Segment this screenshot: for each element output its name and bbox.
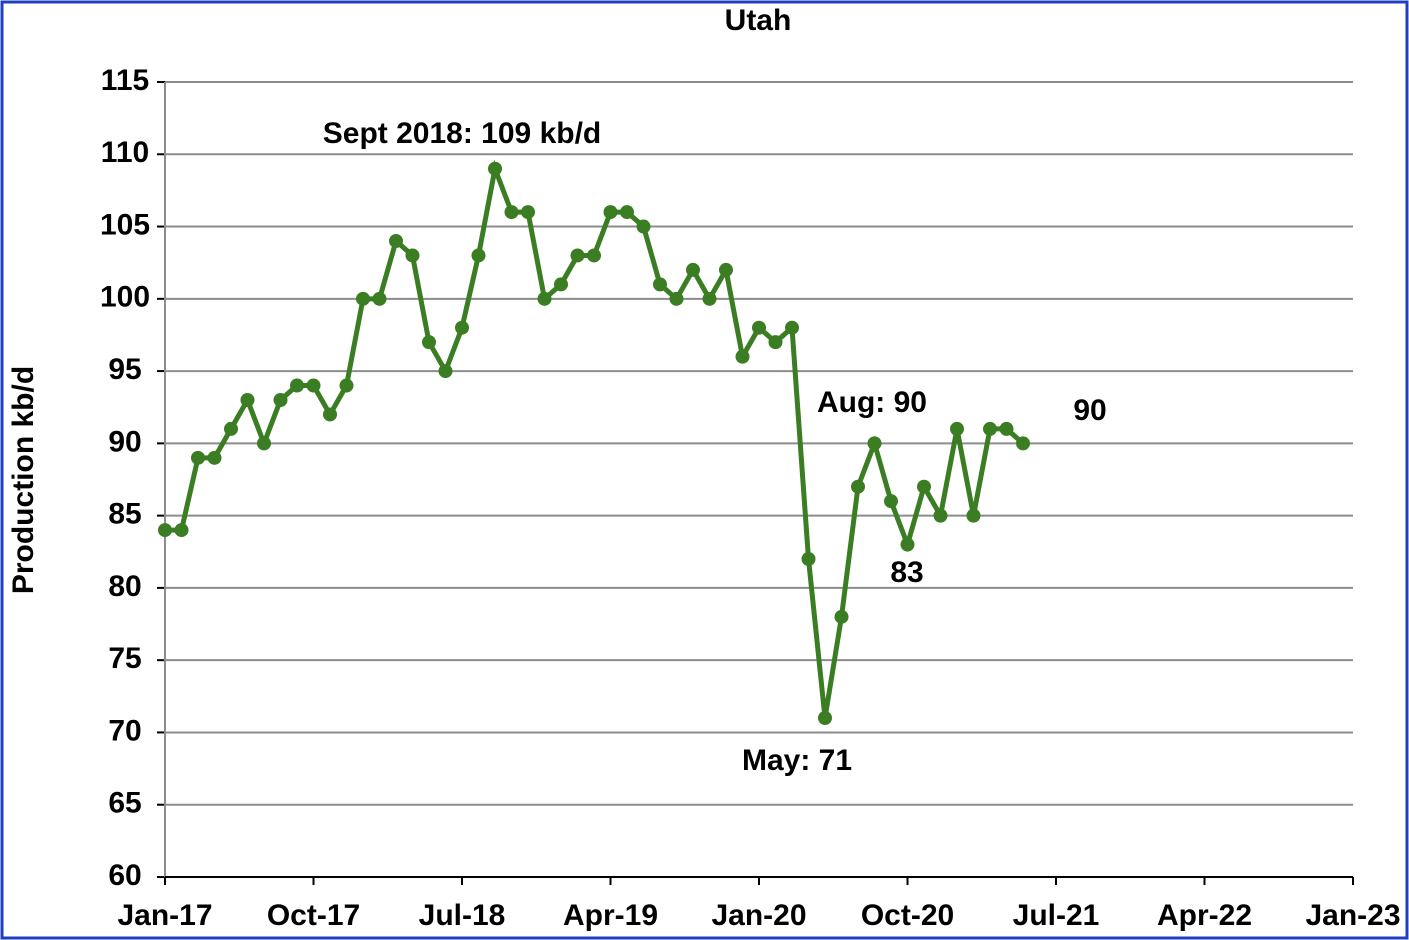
y-tick-label: 70 (108, 714, 141, 747)
marker (587, 248, 601, 263)
marker (801, 552, 816, 566)
y-tick-label: 85 (108, 498, 141, 531)
annotation: Aug: 90 (817, 386, 927, 419)
marker (257, 436, 271, 451)
y-tick-label: 110 (101, 136, 149, 169)
y-tick-label: 90 (108, 425, 141, 458)
marker (966, 508, 981, 523)
marker (455, 320, 469, 335)
marker (207, 450, 222, 465)
annotation: May: 71 (742, 744, 852, 777)
marker (686, 262, 700, 277)
marker (917, 479, 931, 494)
marker (636, 219, 651, 234)
marker (818, 711, 832, 725)
x-tick-label: Apr-19 (563, 899, 658, 932)
y-tick-label: 115 (101, 64, 149, 97)
marker (884, 494, 898, 509)
marker (867, 436, 882, 451)
marker (983, 421, 997, 436)
marker (933, 508, 948, 523)
marker (191, 450, 205, 465)
marker (570, 248, 585, 263)
marker (554, 277, 568, 292)
marker (174, 523, 189, 538)
marker (339, 378, 354, 393)
marker (356, 291, 370, 306)
marker (323, 407, 337, 422)
y-tick-label: 100 (100, 281, 150, 314)
marker (785, 320, 799, 335)
y-tick-label: 95 (108, 353, 141, 386)
marker (224, 421, 238, 436)
marker (488, 161, 502, 176)
x-tick-label: Jul-18 (419, 899, 506, 932)
marker (405, 248, 420, 263)
x-tick-label: Jul-21 (1013, 899, 1100, 932)
annotation: Sept 2018: 109 kb/d (323, 117, 601, 150)
marker (290, 378, 304, 393)
marker (603, 205, 618, 220)
x-tick-label: Jan-23 (1305, 899, 1400, 932)
y-tick-label: 105 (100, 208, 150, 241)
x-tick-label: Jan-20 (711, 899, 806, 932)
marker (669, 291, 684, 306)
marker (422, 335, 436, 350)
marker (999, 421, 1014, 436)
marker (504, 205, 519, 220)
y-tick-label: 65 (108, 787, 141, 820)
marker (752, 320, 766, 335)
marker (537, 291, 552, 306)
x-tick-label: Oct-17 (267, 899, 360, 932)
x-tick-label: Jan-17 (117, 899, 212, 932)
y-tick-label: 80 (108, 570, 141, 603)
annotation: 90 (1073, 394, 1106, 427)
marker (389, 234, 403, 248)
marker (240, 393, 255, 407)
marker (653, 277, 667, 292)
marker (1016, 436, 1030, 451)
marker (158, 523, 172, 538)
marker (702, 291, 717, 306)
chart-title: Utah (725, 4, 792, 37)
marker (735, 349, 750, 364)
marker (620, 205, 634, 220)
marker (834, 609, 849, 624)
marker (306, 378, 321, 393)
marker (950, 421, 964, 436)
marker (438, 364, 453, 379)
marker (521, 205, 535, 220)
marker (273, 393, 288, 407)
y-axis-label: Production kb/d (7, 366, 40, 594)
marker (719, 262, 733, 277)
marker (851, 479, 865, 494)
marker (900, 537, 915, 552)
x-tick-label: Oct-20 (861, 899, 954, 932)
marker (471, 248, 486, 263)
y-tick-label: 60 (108, 859, 141, 892)
marker (768, 335, 783, 350)
annotation: 83 (890, 556, 923, 589)
marker (372, 291, 387, 306)
y-tick-label: 75 (108, 642, 141, 675)
x-tick-label: Apr-22 (1157, 899, 1252, 932)
